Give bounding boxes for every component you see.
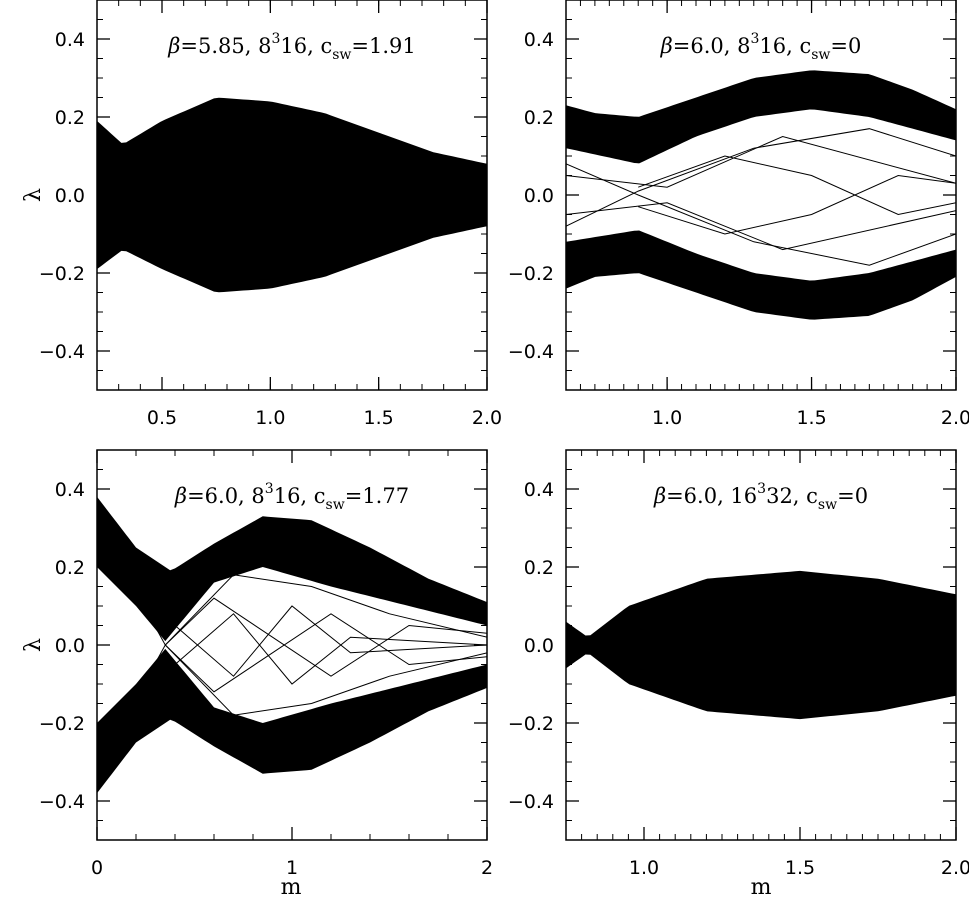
panel-title: β=5.85, 8316, csw=1.91 [167,31,416,63]
y-tick-label: −0.4 [508,791,554,813]
x-tick-label: 2 [481,857,493,879]
eigenvalue-line-2 [566,628,956,665]
eigenvalue-line-4 [164,613,487,693]
panel-1: 0.5 1.0 1.5 2.0 −0.4 −0.2 0.0 0.2 0.4 λ β=5.85, 83… [21,0,502,429]
y-tick-label: 0.2 [55,557,85,579]
x-axis-label-bottom-left: m [281,875,302,900]
panel-title: β=6.0, 8316, csw=0 [660,31,862,63]
x-tick-label: 2.0 [472,407,502,429]
x-tick-label: 1 [286,857,298,879]
panel-title: β=6.0, 16332, csw=0 [653,481,868,513]
y-tick-label: −0.2 [508,263,554,285]
panel-3: 0 1 2 −0.4 −0.2 0.0 0.2 0.4 λ β=6.0, 8316, csw=1.… [21,449,493,879]
eigenvalue-line-5 [638,155,956,216]
eigenvalue-line-2 [97,182,487,235]
y-tick-label: 0.4 [524,29,554,51]
eigenvalue-line-1 [97,155,487,208]
y-tick-label: 0.0 [55,635,85,657]
eigenvalue-line-3 [164,597,487,677]
y-axis-label: λ [21,638,46,652]
eigenvalue-line-1 [566,163,956,266]
x-tick-label: 1.5 [785,857,815,879]
x-tick-label: 1.5 [796,407,826,429]
y-tick-label: −0.2 [39,263,85,285]
eigenvalue-line-3 [566,135,956,188]
y-tick-label: −0.4 [39,791,85,813]
y-tick-label: 0.4 [55,29,85,51]
eigenvalue-line-2 [566,128,956,227]
eigenvalue-line-2 [97,574,487,771]
x-tick-label: 1.0 [652,407,682,429]
inner-gap [566,109,956,281]
y-axis-label: λ [21,188,46,202]
eigenvalue-line-1 [97,519,487,716]
x-tick-label: 2.0 [941,407,969,429]
x-tick-label: 2.0 [941,857,969,879]
y-tick-label: −0.4 [39,341,85,363]
x-tick-label: 1.0 [255,407,285,429]
eigenvalue-band [566,570,956,720]
y-tick-label: −0.2 [508,713,554,735]
y-tick-label: 0.0 [524,635,554,657]
eigenvalue-line-5 [174,605,487,677]
x-tick-label: 0 [91,857,103,879]
y-tick-label: 0.4 [524,479,554,501]
panel-2: 1.0 1.5 2.0 −0.4 −0.2 0.0 0.2 0.4 β=6.0, 8316, c… [508,0,969,429]
y-tick-label: 0.0 [55,185,85,207]
x-tick-label: 0.5 [147,407,177,429]
y-tick-label: 0.2 [524,557,554,579]
panel-4: 1.0 1.5 2.0 −0.4 −0.2 0.0 0.2 0.4 β=6.0, 16332, … [508,449,969,879]
eigenvalue-band [97,97,487,293]
inner-gap [97,567,487,723]
y-tick-label: −0.2 [39,713,85,735]
x-axis-label-bottom-right: m [751,875,772,900]
y-tick-label: 0.0 [524,185,554,207]
x-tick-label: 1.0 [629,857,659,879]
y-tick-label: 0.2 [524,107,554,129]
eigenvalue-line-4 [566,202,956,251]
eigenvalue-line-1 [566,625,956,662]
y-tick-label: 0.4 [55,479,85,501]
y-tick-label: 0.2 [55,107,85,129]
panel-title: β=6.0, 8316, csw=1.77 [174,481,409,513]
eigenvalue-line-6 [174,613,487,685]
y-tick-label: −0.4 [508,341,554,363]
eigenvalue-line-6 [638,174,956,235]
x-tick-label: 1.5 [364,407,394,429]
